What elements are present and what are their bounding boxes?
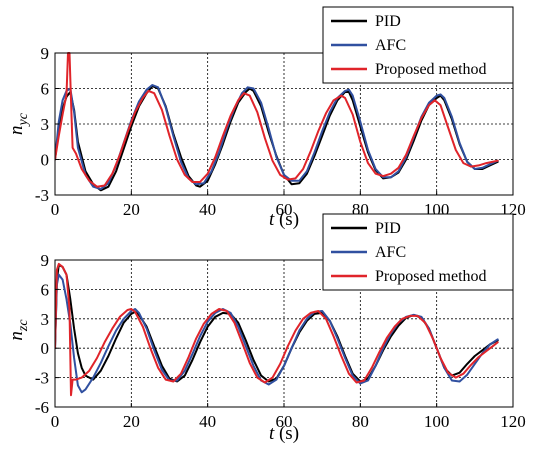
y-axis-symbol: n xyxy=(6,331,27,341)
legend-entry: AFC xyxy=(375,37,406,54)
y-tick-label: 9 xyxy=(41,44,50,63)
x-axis-label: t (s) xyxy=(269,209,299,230)
y-tick-label: 6 xyxy=(41,280,50,299)
chart-panel-2: 0 20 40 60 80 100 120 -6 -3 0 3 6 9 t (s) nzc PID AFC Pro… xyxy=(6,213,526,444)
series-group xyxy=(55,262,499,397)
x-tick-label: 120 xyxy=(500,412,526,431)
legend-entry: AFC xyxy=(375,244,406,261)
y-tick-label: 6 xyxy=(41,80,50,99)
x-tick-label: 40 xyxy=(199,200,216,219)
x-axis-label: t (s) xyxy=(269,423,299,444)
y-axis-subscript: zc xyxy=(16,319,31,332)
y-axis-symbol: n xyxy=(6,125,27,135)
y-tick-label: 3 xyxy=(41,310,50,329)
x-tick-label: 20 xyxy=(123,200,140,219)
legend-entry: PID xyxy=(375,13,401,30)
y-tick-label: 3 xyxy=(41,115,50,134)
y-tick-label: 0 xyxy=(41,339,50,358)
y-axis-label: nyc xyxy=(6,112,31,135)
y-axis-subscript: yc xyxy=(16,112,31,127)
y-tick-label: -6 xyxy=(35,398,49,417)
x-tick-label: 100 xyxy=(424,412,450,431)
x-axis-unit: (s) xyxy=(274,209,299,230)
legend-entry: Proposed method xyxy=(375,61,487,78)
x-tick-label: 80 xyxy=(352,412,369,431)
y-tick-label: 0 xyxy=(41,151,50,170)
series-line-proposed-method xyxy=(55,262,499,397)
y-tick-label: -3 xyxy=(35,186,49,205)
x-tick-label: 60 xyxy=(276,412,293,431)
legend: PID AFC Proposed method xyxy=(322,6,514,84)
legend-entry: Proposed method xyxy=(375,268,487,285)
x-tick-label: 40 xyxy=(199,412,216,431)
x-tick-label: 0 xyxy=(51,412,60,431)
y-tick-label: 9 xyxy=(41,251,50,270)
series-line-afc xyxy=(55,84,499,191)
legend-entry: PID xyxy=(375,220,401,237)
series-group xyxy=(55,52,499,192)
legend: PID AFC Proposed method xyxy=(322,213,514,291)
series-line-pid xyxy=(55,85,499,192)
x-axis-variable: t xyxy=(269,423,275,444)
series-line-proposed-method xyxy=(55,52,499,188)
x-axis-variable: t xyxy=(269,209,275,230)
y-axis-label: nzc xyxy=(6,319,31,341)
y-tick-label: -3 xyxy=(35,369,49,388)
x-tick-label: 0 xyxy=(51,200,60,219)
x-tick-label: 20 xyxy=(123,412,140,431)
x-axis-unit: (s) xyxy=(274,423,299,444)
x-tick-label: 60 xyxy=(276,200,293,219)
